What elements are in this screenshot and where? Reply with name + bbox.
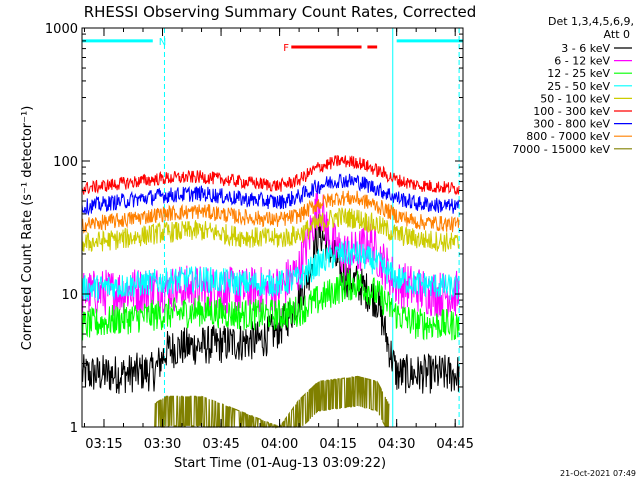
legend-header-detectors: Det 1,3,4,5,6,9, bbox=[548, 15, 634, 28]
plot-frame bbox=[81, 27, 464, 428]
plot-area: NF bbox=[81, 28, 463, 429]
legend-label-2: 12 - 25 keV bbox=[547, 67, 610, 80]
axes: 03:15 03:30 03:45 04:00 04:15 04:30 04:45 1 10 10… bbox=[45, 22, 474, 452]
x-tick-label-2: 03:45 bbox=[202, 437, 239, 452]
legend-header-attenuator: Att 0 bbox=[604, 28, 630, 41]
legend-label-3: 25 - 50 keV bbox=[547, 80, 610, 93]
legend-label-1: 6 - 12 keV bbox=[554, 55, 610, 68]
series-line-8 bbox=[154, 375, 390, 429]
annotation-label-2: F bbox=[283, 43, 289, 54]
chart-title: RHESSI Observing Summary Count Rates, Co… bbox=[84, 3, 477, 21]
legend-label-8: 7000 - 15000 keV bbox=[512, 143, 610, 156]
x-axis-title: Start Time (01-Aug-13 03:09:22) bbox=[174, 456, 386, 471]
series-line-3 bbox=[81, 240, 460, 301]
y-tick-label-3: 1000 bbox=[45, 22, 78, 37]
series-line-4 bbox=[81, 207, 460, 252]
legend-label-4: 50 - 100 keV bbox=[540, 92, 610, 105]
series-line-5 bbox=[81, 154, 460, 196]
y-tick-label-2: 100 bbox=[53, 155, 78, 170]
series-line-7 bbox=[81, 190, 460, 234]
series-line-0 bbox=[81, 214, 460, 394]
y-tick-label-1: 10 bbox=[61, 288, 78, 303]
x-tick-label-3: 04:00 bbox=[261, 437, 298, 452]
x-tick-label-0: 03:15 bbox=[85, 437, 122, 452]
legend-label-7: 800 - 7000 keV bbox=[526, 130, 610, 143]
y-tick-label-0: 1 bbox=[70, 421, 78, 436]
x-tick-label-1: 03:30 bbox=[144, 437, 181, 452]
x-tick-label-4: 04:15 bbox=[319, 437, 356, 452]
legend-label-0: 3 - 6 keV bbox=[561, 42, 610, 55]
legend-label-5: 100 - 300 keV bbox=[533, 105, 610, 118]
x-tick-label-5: 04:30 bbox=[378, 437, 415, 452]
series-line-2 bbox=[81, 270, 460, 341]
annotation-label-0: N bbox=[159, 37, 166, 48]
y-axis-title: Corrected Count Rate (s⁻¹ detector⁻¹) bbox=[20, 106, 35, 351]
x-tick-label-6: 04:45 bbox=[436, 437, 473, 452]
series-line-6 bbox=[81, 173, 460, 216]
legend-label-6: 300 - 800 keV bbox=[533, 118, 610, 131]
footer-date: 21-Oct-2021 07:49 bbox=[560, 469, 636, 478]
